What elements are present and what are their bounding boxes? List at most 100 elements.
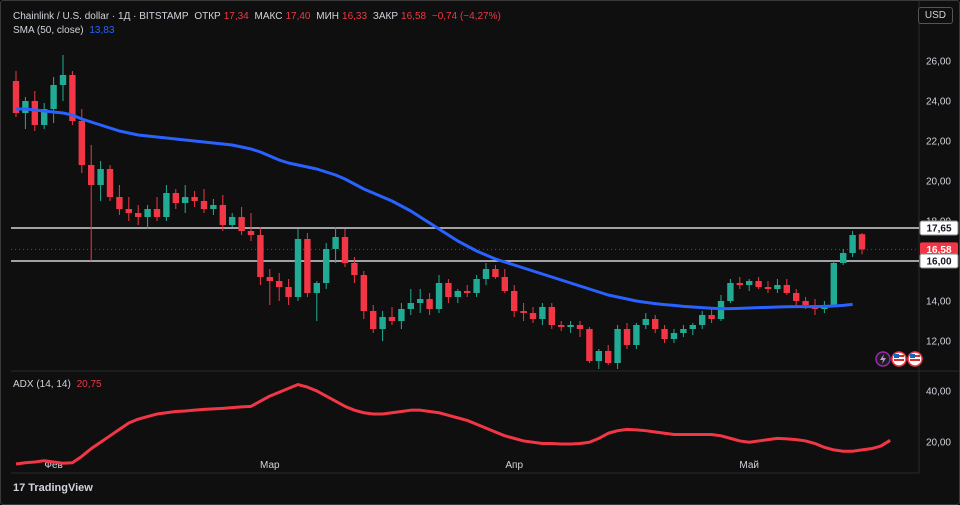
candle-body xyxy=(417,299,424,303)
candle xyxy=(699,311,706,329)
adx-line xyxy=(15,383,891,466)
time-tick-label: Апр xyxy=(505,460,523,471)
candle-body xyxy=(708,315,715,319)
candle-body xyxy=(247,231,255,235)
candle xyxy=(276,273,283,301)
candle-body xyxy=(341,237,349,263)
candle xyxy=(492,265,499,279)
candle xyxy=(642,313,649,329)
candle-body xyxy=(445,283,452,297)
adx-legend-value: 20,75 xyxy=(76,379,102,390)
candle-body xyxy=(50,85,57,109)
candle xyxy=(59,55,67,101)
candle-body xyxy=(388,317,396,321)
price-tick-label: 20,00 xyxy=(926,177,951,188)
candle-body xyxy=(172,193,179,203)
tradingview-logo[interactable]: 17 TradingView xyxy=(13,482,93,494)
candle-body xyxy=(163,193,170,217)
sma-legend-label: SMA (50, close) xyxy=(13,25,84,36)
flag-stripe xyxy=(894,359,904,361)
candle xyxy=(586,327,593,363)
open-label: ОТКР xyxy=(194,11,221,22)
candle-body xyxy=(266,277,273,281)
candle-body xyxy=(830,263,837,305)
candle xyxy=(793,289,800,305)
candle-body xyxy=(492,269,499,277)
candle xyxy=(605,345,612,365)
candle-body xyxy=(614,329,621,363)
candle xyxy=(539,303,546,325)
currency-button[interactable]: USD xyxy=(917,7,953,24)
candle xyxy=(689,323,696,335)
flag-canton xyxy=(910,354,915,358)
candle xyxy=(172,189,179,209)
candle xyxy=(614,325,621,369)
candle xyxy=(764,281,772,293)
candle xyxy=(97,161,104,201)
candle xyxy=(727,279,734,303)
candle xyxy=(398,303,405,329)
candle-body xyxy=(670,333,678,339)
candle-body xyxy=(229,217,236,225)
price-label-text: 16,58 xyxy=(926,245,951,256)
candle-body xyxy=(558,325,565,327)
candle-body xyxy=(482,269,490,279)
candle xyxy=(379,311,386,341)
candle xyxy=(332,227,339,263)
candle-body xyxy=(840,253,847,263)
candle xyxy=(746,279,753,291)
candle-body xyxy=(313,283,320,293)
candle xyxy=(623,323,631,349)
candle-body xyxy=(144,209,151,217)
candle xyxy=(106,165,114,201)
candle-body xyxy=(97,169,104,185)
candle xyxy=(670,329,678,343)
candle-body xyxy=(802,301,809,305)
candle-body xyxy=(125,209,132,213)
symbol-title: Chainlink / U.S. dollar · 1Д · BITSTAMP xyxy=(13,11,189,22)
candle-body xyxy=(426,299,433,309)
adx-tick-label: 20,00 xyxy=(926,438,951,449)
candle-body xyxy=(633,325,640,345)
candle-body xyxy=(116,197,123,209)
adx-legend-label: ADX (14, 14) xyxy=(13,379,71,390)
candle-body xyxy=(539,307,546,319)
candle-body xyxy=(304,239,311,293)
candle xyxy=(830,261,837,307)
candle-body xyxy=(511,291,518,311)
candle xyxy=(88,145,95,261)
tradingview-brand: TradingView xyxy=(28,482,93,494)
candle-body xyxy=(661,329,668,339)
candle-body xyxy=(285,287,292,297)
candle-body xyxy=(398,309,405,321)
price-tick-label: 12,00 xyxy=(926,337,951,348)
candle-body xyxy=(642,319,649,325)
candle xyxy=(652,315,659,333)
change-value: −0,74 (−4,27%) xyxy=(431,11,501,22)
candle-body xyxy=(379,317,386,329)
sma-legend[interactable]: SMA (50, close) 13,83 xyxy=(13,25,117,36)
candle-body xyxy=(576,325,584,329)
candle xyxy=(511,285,518,317)
candle-body xyxy=(59,75,67,85)
candle xyxy=(229,213,236,227)
candle-body xyxy=(774,285,781,289)
close-label: ЗАКР xyxy=(372,11,399,22)
candle xyxy=(370,305,377,333)
candle xyxy=(858,233,866,255)
candle-body xyxy=(652,319,659,329)
candle xyxy=(454,289,461,303)
candle-body xyxy=(464,291,471,293)
candle xyxy=(22,97,29,129)
candle xyxy=(351,257,358,283)
lightning-bolt xyxy=(880,354,886,364)
adx-legend[interactable]: ADX (14, 14) 20,75 xyxy=(13,379,105,390)
adx-tick-label: 40,00 xyxy=(926,386,951,397)
tradingview-logo-icon: 17 xyxy=(13,482,26,494)
candle-body xyxy=(135,213,142,217)
candle-body xyxy=(764,287,772,289)
candle xyxy=(529,307,537,323)
candle xyxy=(576,321,584,337)
candle-body xyxy=(454,291,461,297)
